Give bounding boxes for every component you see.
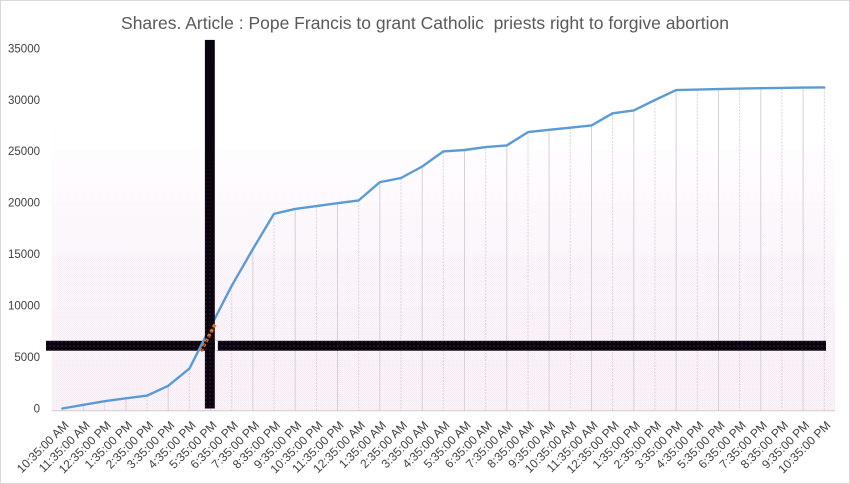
svg-text:30000: 30000 [8,95,40,107]
svg-text:25000: 25000 [8,146,40,158]
svg-text:20000: 20000 [8,198,40,210]
svg-text:15000: 15000 [8,249,40,261]
svg-text:10000: 10000 [8,301,40,313]
svg-text:0: 0 [34,404,40,416]
svg-text:35000: 35000 [8,43,40,55]
svg-text:5000: 5000 [14,352,40,364]
